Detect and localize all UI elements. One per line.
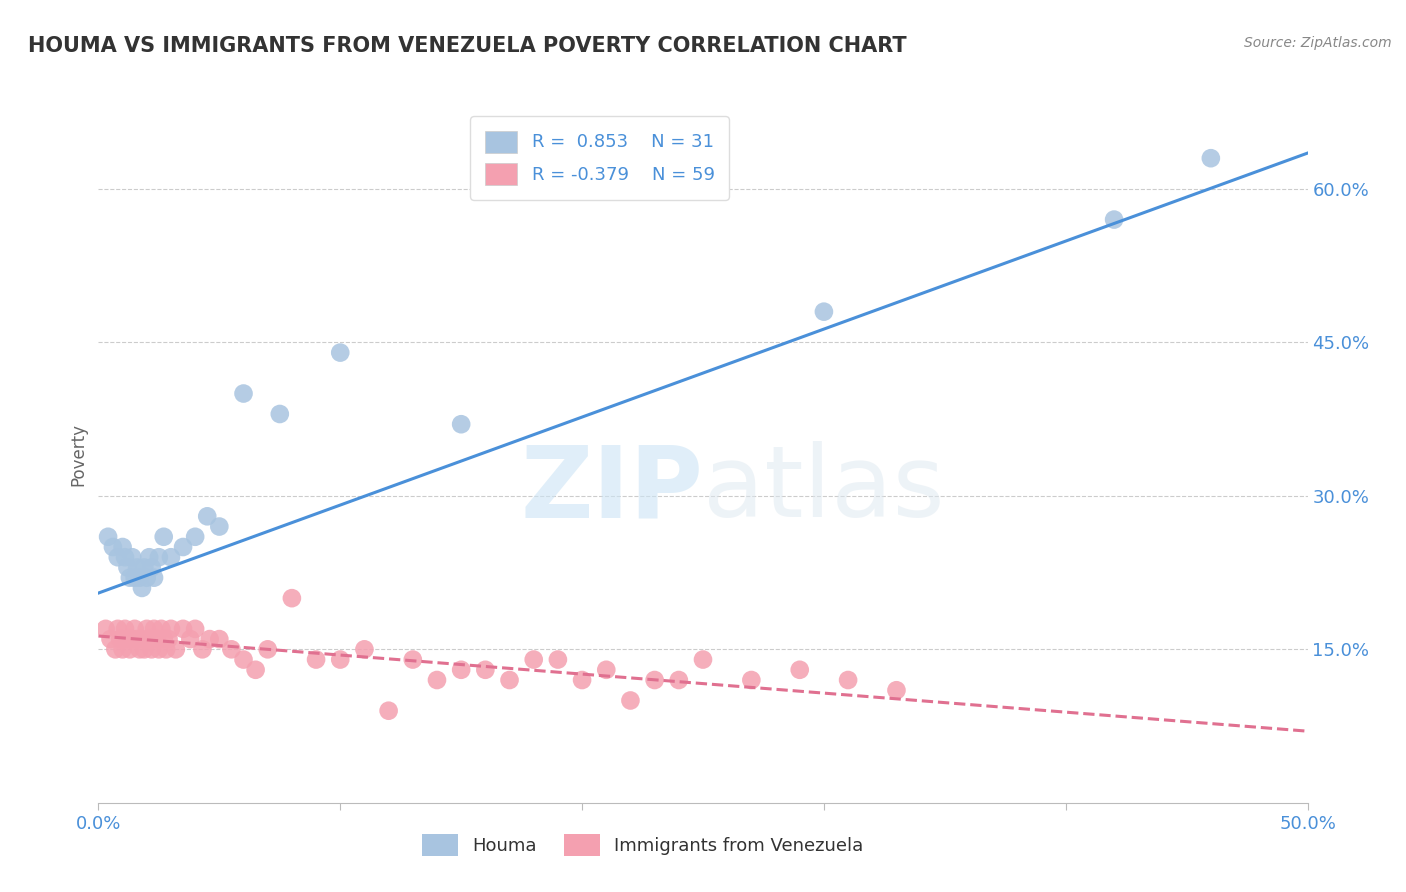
Point <box>134 642 156 657</box>
Point <box>281 591 304 606</box>
Legend: Houma, Immigrants from Venezuela: Houma, Immigrants from Venezuela <box>415 827 870 863</box>
Point <box>118 571 141 585</box>
Point <box>789 663 811 677</box>
Point <box>138 632 160 646</box>
Point <box>668 673 690 687</box>
Point <box>117 560 139 574</box>
Point <box>1102 212 1125 227</box>
Point <box>143 571 166 585</box>
Point <box>450 417 472 432</box>
Point <box>101 540 124 554</box>
Point <box>837 673 859 687</box>
Point <box>245 663 267 677</box>
Point <box>148 550 170 565</box>
Point <box>353 642 375 657</box>
Point <box>160 550 183 565</box>
Point <box>141 642 163 657</box>
Point <box>134 560 156 574</box>
Point <box>97 530 120 544</box>
Point <box>402 652 425 666</box>
Point <box>118 642 141 657</box>
Text: ZIP: ZIP <box>520 442 703 538</box>
Point <box>184 530 207 544</box>
Point <box>165 642 187 657</box>
Point <box>107 622 129 636</box>
Point <box>329 345 352 359</box>
Point <box>426 673 449 687</box>
Point <box>117 632 139 646</box>
Point <box>114 550 136 565</box>
Point <box>740 673 762 687</box>
Point <box>152 632 174 646</box>
Point <box>208 519 231 533</box>
Point <box>111 540 134 554</box>
Point <box>121 550 143 565</box>
Point <box>141 560 163 574</box>
Point <box>221 642 243 657</box>
Point <box>198 632 221 646</box>
Point <box>145 632 167 646</box>
Point <box>886 683 908 698</box>
Point <box>179 632 201 646</box>
Point <box>114 622 136 636</box>
Point <box>100 632 122 646</box>
Point <box>157 632 180 646</box>
Point <box>269 407 291 421</box>
Point <box>813 304 835 318</box>
Point <box>135 622 157 636</box>
Point <box>131 581 153 595</box>
Text: HOUMA VS IMMIGRANTS FROM VENEZUELA POVERTY CORRELATION CHART: HOUMA VS IMMIGRANTS FROM VENEZUELA POVER… <box>28 36 907 55</box>
Point <box>172 540 194 554</box>
Text: atlas: atlas <box>703 442 945 538</box>
Point <box>1199 151 1222 165</box>
Point <box>155 642 177 657</box>
Point <box>128 642 150 657</box>
Point <box>148 642 170 657</box>
Point <box>191 642 214 657</box>
Point <box>523 652 546 666</box>
Point <box>108 632 131 646</box>
Point <box>172 622 194 636</box>
Point <box>150 622 173 636</box>
Point <box>184 622 207 636</box>
Point <box>305 652 328 666</box>
Point <box>127 632 149 646</box>
Point <box>232 652 254 666</box>
Point <box>138 550 160 565</box>
Point <box>111 642 134 657</box>
Point <box>474 663 496 677</box>
Point <box>160 622 183 636</box>
Point <box>131 632 153 646</box>
Point <box>547 652 569 666</box>
Point <box>94 622 117 636</box>
Point <box>692 652 714 666</box>
Point <box>595 663 617 677</box>
Point <box>124 622 146 636</box>
Point <box>571 673 593 687</box>
Point <box>256 642 278 657</box>
Point <box>121 632 143 646</box>
Point <box>143 622 166 636</box>
Point <box>329 652 352 666</box>
Point <box>107 550 129 565</box>
Point <box>127 560 149 574</box>
Y-axis label: Poverty: Poverty <box>69 424 87 486</box>
Point <box>619 693 641 707</box>
Point <box>104 642 127 657</box>
Point <box>152 530 174 544</box>
Point <box>644 673 666 687</box>
Point <box>195 509 218 524</box>
Point <box>208 632 231 646</box>
Point <box>124 571 146 585</box>
Point <box>450 663 472 677</box>
Point <box>128 571 150 585</box>
Point <box>135 571 157 585</box>
Text: Source: ZipAtlas.com: Source: ZipAtlas.com <box>1244 36 1392 50</box>
Point <box>232 386 254 401</box>
Point <box>498 673 520 687</box>
Point <box>377 704 399 718</box>
